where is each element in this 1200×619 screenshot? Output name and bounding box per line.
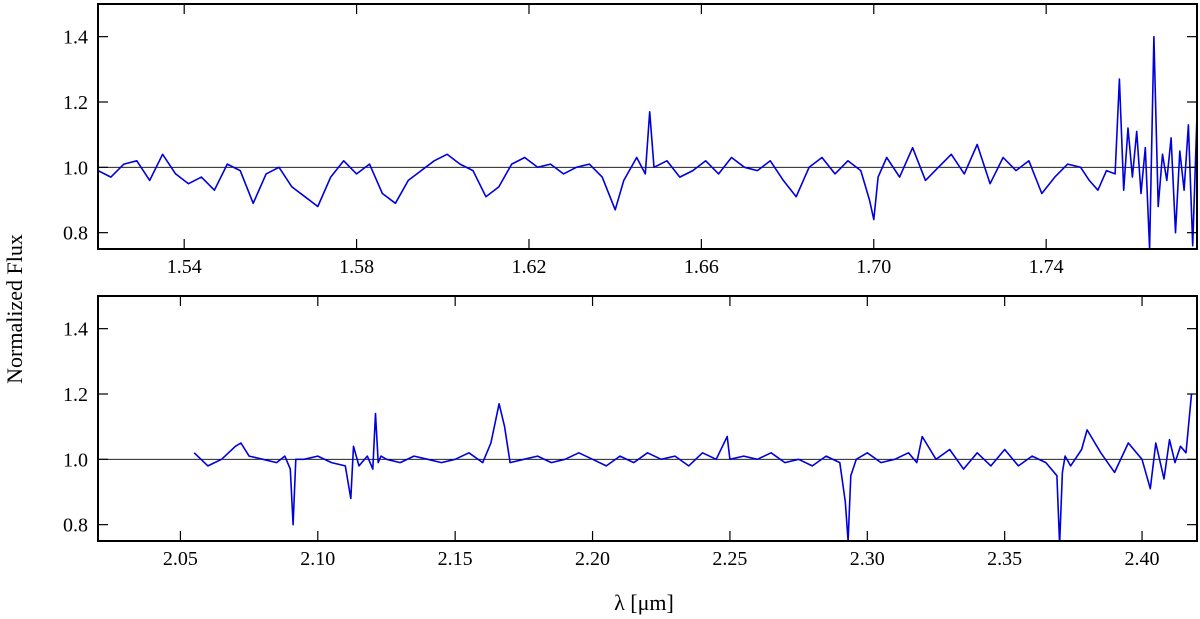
- plot-frame: [97, 3, 1198, 250]
- x-tick-label: 2.35: [987, 548, 1022, 570]
- x-tick-label: 2.30: [850, 548, 885, 570]
- x-tick-label: 1.70: [856, 256, 891, 278]
- y-tick-label: 0.8: [63, 515, 88, 537]
- panel-h-band: 1.54 1.58 1.62 1.66 1.70 1.74 0.8 1.0 1.2 1.4: [63, 3, 1198, 278]
- y-tick-label: 1.2: [63, 384, 88, 406]
- y-axis-title: Normalized Flux: [2, 234, 27, 384]
- x-tick-label: 1.58: [339, 256, 374, 278]
- x-axis-title: λ [μm]: [614, 590, 674, 615]
- x-tick-label: 1.54: [167, 256, 202, 278]
- y-tick-label: 0.8: [63, 223, 88, 245]
- x-tick-label: 2.15: [438, 548, 473, 570]
- x-tick-label: 1.74: [1029, 256, 1064, 278]
- x-tick-label: 1.62: [511, 256, 546, 278]
- plot-frame: [97, 295, 1198, 542]
- x-tick-label: 2.20: [575, 548, 610, 570]
- y-tick-label: 1.0: [63, 449, 88, 471]
- x-tick-label: 2.25: [712, 548, 747, 570]
- y-tick-label: 1.2: [63, 92, 88, 114]
- y-tick-label: 1.4: [63, 27, 88, 49]
- x-tick-label: 1.66: [684, 256, 719, 278]
- x-tick-label: 2.10: [300, 548, 335, 570]
- y-tick-label: 1.4: [63, 319, 88, 341]
- spectrum-line-spectrum: [193, 393, 1193, 541]
- panel-k-band: 2.05 2.10 2.15 2.20 2.25 2.30 2.35 2.40 0.8 1.0 1.…: [63, 295, 1198, 570]
- x-tick-label: 2.40: [1125, 548, 1160, 570]
- x-tick-label: 2.05: [163, 548, 198, 570]
- spectrum-line-spectrum: [98, 35, 1197, 249]
- y-tick-label: 1.0: [63, 157, 88, 179]
